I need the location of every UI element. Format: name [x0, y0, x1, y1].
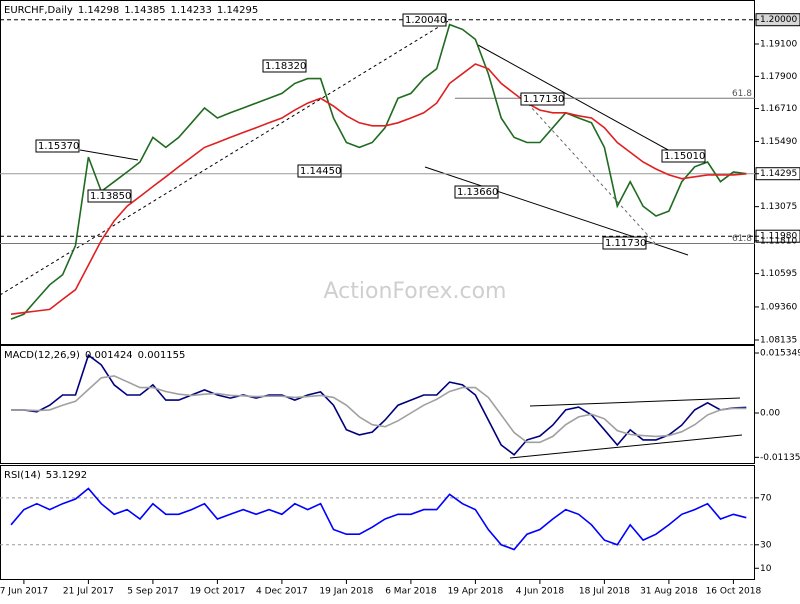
fib-label: 61.8 — [732, 89, 752, 99]
header-value: 1.14298 — [78, 5, 119, 16]
annotation-box — [661, 149, 706, 163]
panel-title: RSI(14) — [4, 470, 41, 481]
annotation: 1.15370 — [38, 141, 79, 152]
header-value: 0.001155 — [138, 350, 186, 361]
y-tick-label: 1.11810 — [760, 236, 797, 246]
x-tick-label: 5 Sep 2017 — [127, 587, 178, 597]
x-tick-label: 7 Jun 2017 — [0, 587, 48, 597]
header-value: 1.14295 — [217, 5, 258, 16]
annotation: 1.20040 — [405, 15, 446, 26]
x-tick-label: 18 Jul 2018 — [579, 587, 630, 597]
y-tick-label: 70 — [760, 493, 772, 503]
annotation-box — [520, 92, 565, 106]
x-tick-label: 4 Dec 2017 — [256, 587, 308, 597]
annotation-box — [297, 164, 342, 178]
y-tick-label: 1.16710 — [760, 104, 797, 114]
rsi-panel — [0, 465, 755, 580]
annotation: 1.13850 — [90, 191, 131, 202]
x-tick-label: 21 Jul 2017 — [63, 587, 114, 597]
trend-line — [477, 44, 691, 163]
x-tick-label: 16 Oct 2018 — [706, 587, 762, 597]
y-tick-label: 0.015349 — [760, 349, 800, 359]
y-tick-label: 1.17900 — [760, 72, 797, 82]
y-tick-label: 1.20000 — [760, 15, 797, 25]
y-tick-label: 30 — [760, 540, 772, 550]
price-panel — [0, 0, 755, 345]
annotation-box — [402, 13, 447, 27]
watermark: ActionForex.com — [324, 279, 507, 304]
y-tick-label: -0.011352 — [760, 453, 800, 463]
x-tick-label: 6 Mar 2018 — [385, 587, 437, 597]
y-tick-label: 1.11980 — [760, 232, 797, 242]
annotation: 1.15010 — [664, 151, 705, 162]
header-value: 1.14233 — [171, 5, 212, 16]
annotation: 1.14450 — [300, 166, 341, 177]
fib-label: 61.8 — [732, 234, 752, 244]
y-tick-label: 1.10595 — [760, 269, 797, 279]
annotation: 1.11730 — [605, 238, 646, 249]
annotation-box — [262, 59, 307, 73]
annotation: 1.18320 — [265, 61, 306, 72]
y-tick-label: 1.09360 — [760, 302, 797, 312]
series-line — [10, 23, 747, 320]
annotation-box — [602, 236, 647, 250]
x-tick-label: 19 Oct 2017 — [190, 587, 246, 597]
series-line — [10, 487, 747, 551]
panel-title: EURCHF,Daily — [4, 5, 73, 16]
annotation: 1.17130 — [523, 94, 564, 105]
y-tick-label: 1.19100 — [760, 40, 797, 50]
y-tick-label: 0.00 — [760, 408, 780, 418]
series-line — [11, 375, 747, 444]
trend-line — [529, 397, 741, 407]
panel-title: MACD(12,26,9) — [4, 350, 80, 361]
y-tick-label: 1.08135 — [760, 336, 797, 346]
macd-panel — [0, 345, 755, 464]
x-tick-label: 19 Apr 2018 — [448, 587, 504, 597]
header-value: 0.001424 — [85, 350, 133, 361]
y-tick-label: 1.15490 — [760, 137, 797, 147]
trend-line — [0, 19, 451, 296]
y-tick-label: 1.14295 — [760, 169, 797, 179]
trend-line — [509, 434, 743, 459]
y-tick-label: 1.13075 — [760, 202, 797, 212]
annotation: 1.13660 — [457, 187, 498, 198]
x-tick-label: 31 Aug 2018 — [640, 587, 698, 597]
header-value: 1.14385 — [124, 5, 165, 16]
x-tick-label: 4 Jun 2018 — [516, 587, 565, 597]
y-tick-label: 10 — [760, 564, 772, 574]
annotation-box — [454, 185, 499, 199]
trend-line — [79, 149, 139, 161]
x-tick-label: 19 Jan 2018 — [319, 587, 373, 597]
annotation-box — [35, 139, 80, 153]
header-value: 53.1292 — [46, 470, 87, 481]
series-line — [10, 63, 747, 315]
annotation-box — [87, 189, 132, 203]
